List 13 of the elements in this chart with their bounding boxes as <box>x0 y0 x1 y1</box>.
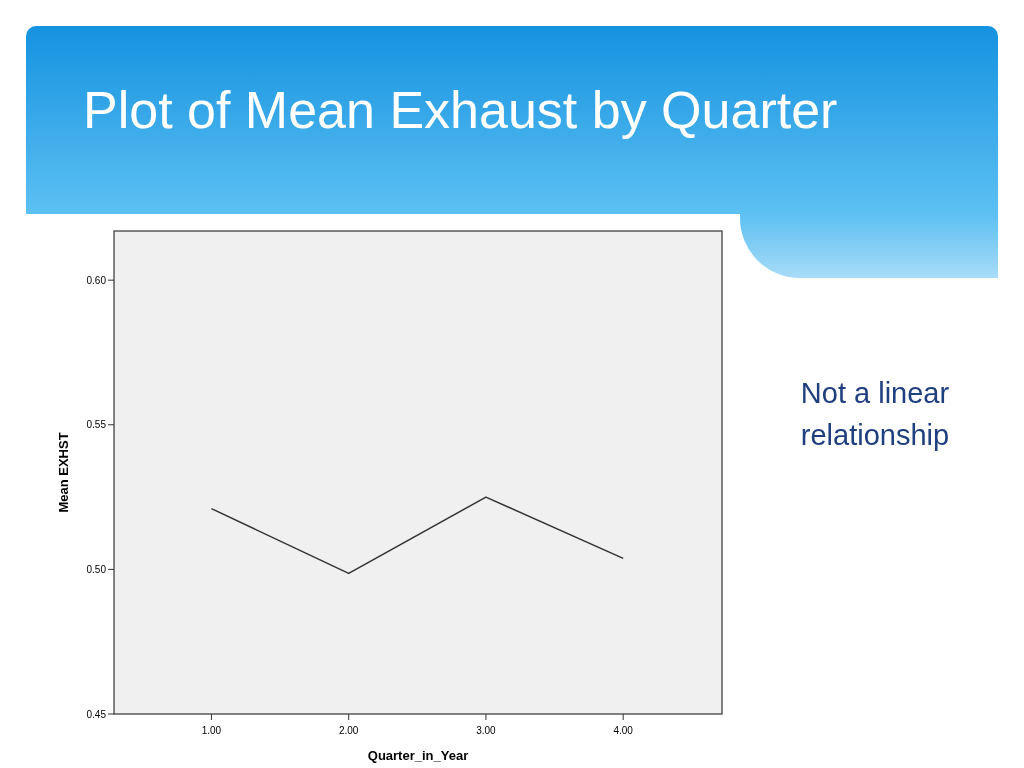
chart-title: Plot of Mean Exhaust by Quarter <box>83 81 838 139</box>
x-tick-label: 4.00 <box>613 725 634 736</box>
text: Not a linear relationship <box>800 377 950 451</box>
y-tick-label: 0.60 <box>86 274 107 286</box>
y-tick-label: 0.45 <box>86 708 107 720</box>
y-axis-title: Mean EXHST <box>56 432 71 513</box>
y-tick-label: 0.50 <box>86 563 107 575</box>
y-tick-label: 0.55 <box>86 419 107 431</box>
x-tick-label: 2.00 <box>338 725 359 736</box>
x-tick-label: 3.00 <box>476 725 497 736</box>
x-tick-label: 1.00 <box>201 725 222 736</box>
line-series <box>210 496 624 575</box>
x-axis-title: Quarter_in_Year <box>367 748 469 763</box>
